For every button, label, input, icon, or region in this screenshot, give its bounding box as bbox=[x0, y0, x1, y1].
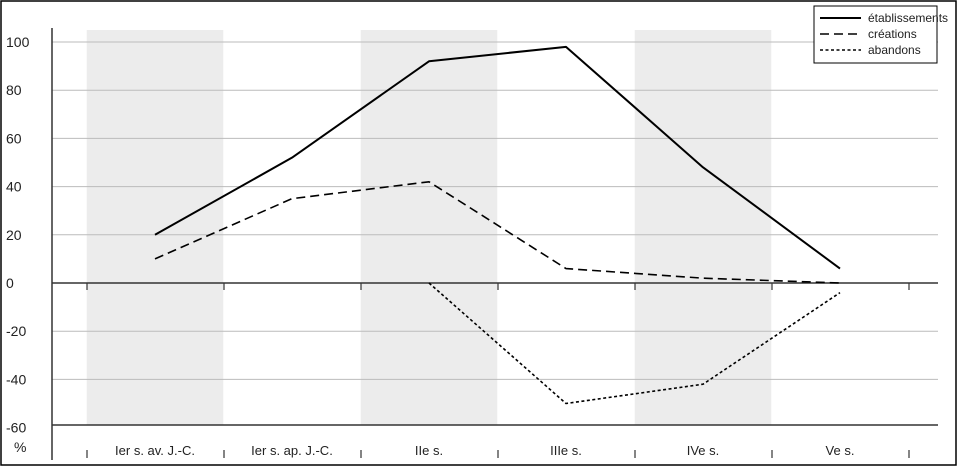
gridlines bbox=[52, 41, 938, 380]
axes bbox=[51, 28, 938, 460]
x-category-label: IVe s. bbox=[687, 443, 720, 458]
x-category-label: Ier s. ap. J.-C. bbox=[251, 443, 333, 458]
category-bands bbox=[86, 30, 772, 425]
series-lines bbox=[154, 45, 841, 405]
y-tick-label: 40 bbox=[6, 179, 22, 195]
series-line-solid bbox=[154, 45, 841, 270]
x-category-label: IIIe s. bbox=[550, 443, 582, 458]
x-category-label: Ier s. av. J.-C. bbox=[115, 443, 195, 458]
y-tick-label: 60 bbox=[6, 130, 22, 146]
x-category-label: IIe s. bbox=[415, 443, 443, 458]
y-tick-label: 20 bbox=[6, 227, 22, 243]
series-line-dotted bbox=[428, 282, 841, 405]
y-tick-labels: 100 80 60 40 20 0 -20 -40 -60 bbox=[6, 34, 30, 436]
legend-label: abandons bbox=[868, 43, 921, 57]
y-tick-label: -20 bbox=[6, 323, 26, 339]
x-category-labels: Ier s. av. J.-C. Ier s. ap. J.-C. IIe s. II… bbox=[115, 443, 854, 458]
x-category-label: Ve s. bbox=[826, 443, 855, 458]
y-axis-unit-label: % bbox=[14, 439, 26, 455]
y-tick-label: -60 bbox=[6, 420, 26, 436]
legend-box bbox=[813, 5, 938, 64]
shaded-band bbox=[360, 30, 498, 425]
y-tick-label: 100 bbox=[6, 34, 30, 50]
y-tick-label: 80 bbox=[6, 82, 22, 98]
legend-label: établissements bbox=[868, 11, 948, 25]
y-tick-label: 0 bbox=[6, 275, 14, 291]
series-line-dashed bbox=[154, 180, 841, 284]
shaded-band bbox=[86, 30, 224, 425]
shaded-band bbox=[634, 30, 772, 425]
y-tick-label: -40 bbox=[6, 371, 26, 387]
legend: établissements créations abandons bbox=[813, 5, 948, 64]
legend-label: créations bbox=[868, 27, 917, 41]
